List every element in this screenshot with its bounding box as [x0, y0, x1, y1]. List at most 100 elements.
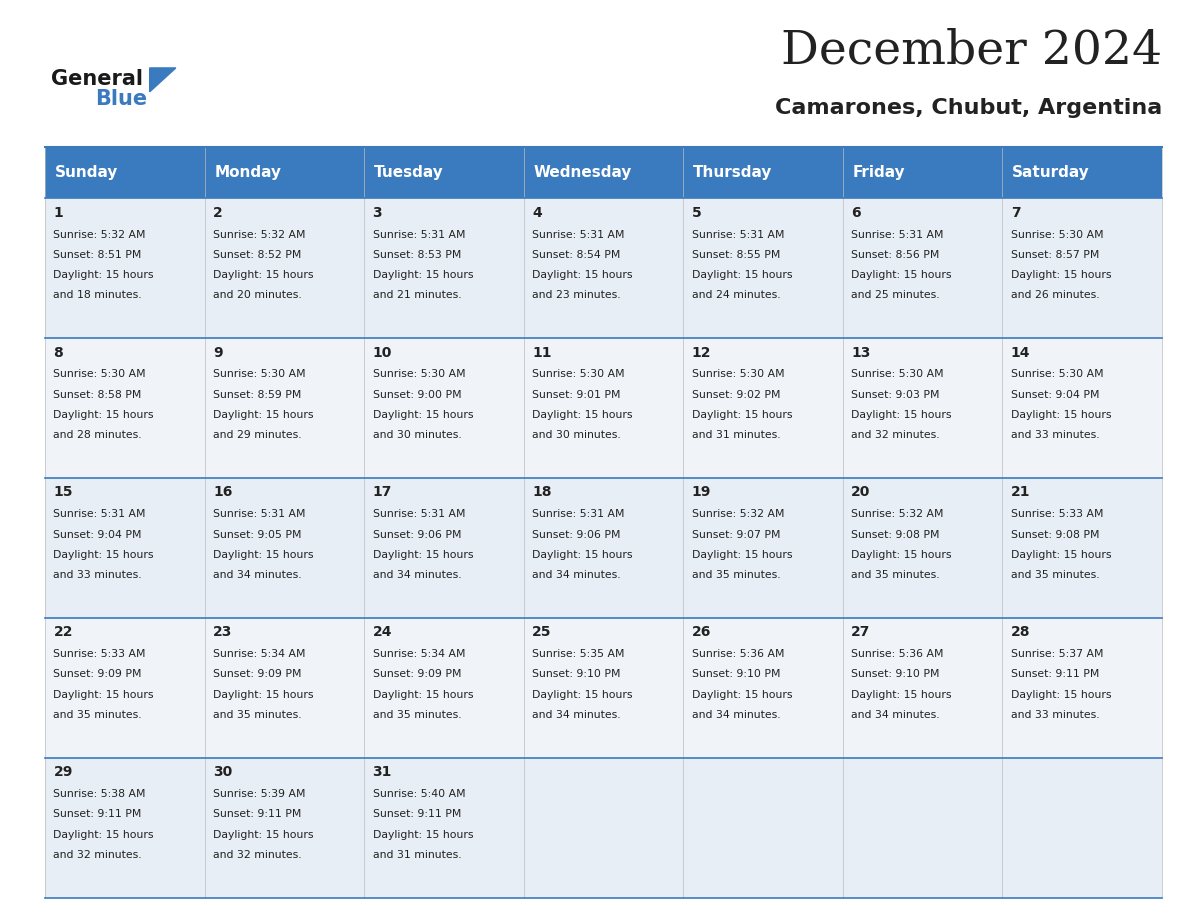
Text: Sunset: 9:09 PM: Sunset: 9:09 PM — [53, 669, 141, 679]
Text: 16: 16 — [213, 486, 233, 499]
Text: Daylight: 15 hours: Daylight: 15 hours — [373, 830, 473, 839]
Text: and 18 minutes.: and 18 minutes. — [53, 290, 143, 300]
Text: Sunrise: 5:31 AM: Sunrise: 5:31 AM — [53, 509, 146, 520]
Text: Sunrise: 5:39 AM: Sunrise: 5:39 AM — [213, 789, 305, 799]
Text: Sunrise: 5:32 AM: Sunrise: 5:32 AM — [213, 230, 305, 240]
Text: Sunday: Sunday — [55, 165, 118, 180]
Text: Sunset: 9:05 PM: Sunset: 9:05 PM — [213, 530, 302, 540]
Text: and 35 minutes.: and 35 minutes. — [53, 710, 143, 720]
Text: 3: 3 — [373, 206, 383, 219]
Bar — [45, 478, 1162, 618]
Text: Sunset: 8:53 PM: Sunset: 8:53 PM — [373, 250, 461, 260]
Text: 15: 15 — [53, 486, 72, 499]
Text: and 31 minutes.: and 31 minutes. — [373, 850, 461, 859]
Text: 17: 17 — [373, 486, 392, 499]
Text: Sunrise: 5:40 AM: Sunrise: 5:40 AM — [373, 789, 466, 799]
Text: Daylight: 15 hours: Daylight: 15 hours — [1011, 550, 1111, 560]
Text: Thursday: Thursday — [693, 165, 772, 180]
Text: 26: 26 — [691, 625, 710, 639]
Text: 11: 11 — [532, 345, 551, 360]
Text: 23: 23 — [213, 625, 233, 639]
Text: Sunrise: 5:31 AM: Sunrise: 5:31 AM — [373, 509, 465, 520]
Text: Saturday: Saturday — [1012, 165, 1089, 180]
Text: and 35 minutes.: and 35 minutes. — [851, 570, 940, 580]
Text: and 30 minutes.: and 30 minutes. — [373, 430, 461, 440]
Text: and 35 minutes.: and 35 minutes. — [213, 710, 302, 720]
Text: Daylight: 15 hours: Daylight: 15 hours — [53, 409, 154, 420]
Text: Sunset: 8:57 PM: Sunset: 8:57 PM — [1011, 250, 1099, 260]
Text: and 28 minutes.: and 28 minutes. — [53, 430, 143, 440]
Text: and 34 minutes.: and 34 minutes. — [532, 710, 620, 720]
Text: Daylight: 15 hours: Daylight: 15 hours — [1011, 689, 1111, 700]
Text: and 29 minutes.: and 29 minutes. — [213, 430, 302, 440]
Text: and 35 minutes.: and 35 minutes. — [691, 570, 781, 580]
Text: Sunrise: 5:30 AM: Sunrise: 5:30 AM — [373, 369, 466, 379]
Text: Sunset: 9:01 PM: Sunset: 9:01 PM — [532, 389, 620, 399]
Text: Daylight: 15 hours: Daylight: 15 hours — [532, 270, 632, 280]
Text: Daylight: 15 hours: Daylight: 15 hours — [1011, 409, 1111, 420]
Text: 10: 10 — [373, 345, 392, 360]
Text: and 32 minutes.: and 32 minutes. — [53, 850, 143, 859]
Text: General: General — [51, 69, 143, 89]
Text: Sunset: 9:04 PM: Sunset: 9:04 PM — [1011, 389, 1099, 399]
Text: Camarones, Chubut, Argentina: Camarones, Chubut, Argentina — [775, 98, 1162, 118]
Text: Sunset: 9:00 PM: Sunset: 9:00 PM — [373, 389, 461, 399]
Text: 6: 6 — [851, 206, 861, 219]
Text: Daylight: 15 hours: Daylight: 15 hours — [691, 689, 792, 700]
Bar — [45, 147, 1162, 198]
Bar — [45, 338, 1162, 478]
Text: and 33 minutes.: and 33 minutes. — [53, 570, 143, 580]
Text: Daylight: 15 hours: Daylight: 15 hours — [53, 689, 154, 700]
Text: Daylight: 15 hours: Daylight: 15 hours — [213, 270, 314, 280]
Text: Sunrise: 5:31 AM: Sunrise: 5:31 AM — [691, 230, 784, 240]
Text: 14: 14 — [1011, 345, 1030, 360]
Text: and 24 minutes.: and 24 minutes. — [691, 290, 781, 300]
Text: 1: 1 — [53, 206, 63, 219]
Text: Sunrise: 5:32 AM: Sunrise: 5:32 AM — [53, 230, 146, 240]
Text: Daylight: 15 hours: Daylight: 15 hours — [213, 689, 314, 700]
Text: Sunset: 9:02 PM: Sunset: 9:02 PM — [691, 389, 781, 399]
Text: Sunrise: 5:30 AM: Sunrise: 5:30 AM — [1011, 369, 1104, 379]
Text: Daylight: 15 hours: Daylight: 15 hours — [851, 550, 952, 560]
Text: Sunrise: 5:30 AM: Sunrise: 5:30 AM — [1011, 230, 1104, 240]
Text: Tuesday: Tuesday — [374, 165, 443, 180]
Text: Daylight: 15 hours: Daylight: 15 hours — [851, 409, 952, 420]
Text: Sunset: 9:09 PM: Sunset: 9:09 PM — [373, 669, 461, 679]
Text: Sunset: 9:11 PM: Sunset: 9:11 PM — [213, 810, 302, 819]
Text: Sunrise: 5:35 AM: Sunrise: 5:35 AM — [532, 649, 625, 659]
Text: Daylight: 15 hours: Daylight: 15 hours — [691, 270, 792, 280]
Text: Sunrise: 5:30 AM: Sunrise: 5:30 AM — [691, 369, 784, 379]
Text: Daylight: 15 hours: Daylight: 15 hours — [53, 550, 154, 560]
Text: and 25 minutes.: and 25 minutes. — [851, 290, 940, 300]
Text: 2: 2 — [213, 206, 222, 219]
Text: Sunset: 9:10 PM: Sunset: 9:10 PM — [532, 669, 620, 679]
Text: and 35 minutes.: and 35 minutes. — [1011, 570, 1099, 580]
Text: Sunset: 8:51 PM: Sunset: 8:51 PM — [53, 250, 141, 260]
Text: Sunset: 9:03 PM: Sunset: 9:03 PM — [851, 389, 940, 399]
Text: Sunrise: 5:30 AM: Sunrise: 5:30 AM — [851, 369, 943, 379]
Text: Friday: Friday — [852, 165, 905, 180]
Text: Daylight: 15 hours: Daylight: 15 hours — [373, 550, 473, 560]
Text: 13: 13 — [851, 345, 871, 360]
Text: 7: 7 — [1011, 206, 1020, 219]
Text: Daylight: 15 hours: Daylight: 15 hours — [1011, 270, 1111, 280]
Text: Sunset: 8:55 PM: Sunset: 8:55 PM — [691, 250, 781, 260]
Text: Sunrise: 5:34 AM: Sunrise: 5:34 AM — [373, 649, 465, 659]
Text: Sunset: 9:07 PM: Sunset: 9:07 PM — [691, 530, 781, 540]
Text: Sunset: 9:10 PM: Sunset: 9:10 PM — [691, 669, 781, 679]
Text: Sunrise: 5:31 AM: Sunrise: 5:31 AM — [373, 230, 465, 240]
Text: Sunset: 8:58 PM: Sunset: 8:58 PM — [53, 389, 141, 399]
Polygon shape — [150, 68, 176, 92]
Text: and 30 minutes.: and 30 minutes. — [532, 430, 621, 440]
Text: 27: 27 — [851, 625, 871, 639]
Text: December 2024: December 2024 — [781, 28, 1162, 73]
Text: Daylight: 15 hours: Daylight: 15 hours — [691, 409, 792, 420]
Text: Blue: Blue — [95, 89, 147, 109]
Text: Daylight: 15 hours: Daylight: 15 hours — [373, 689, 473, 700]
Text: Sunset: 9:06 PM: Sunset: 9:06 PM — [373, 530, 461, 540]
Text: Sunrise: 5:30 AM: Sunrise: 5:30 AM — [532, 369, 625, 379]
Text: 20: 20 — [851, 486, 871, 499]
Text: and 21 minutes.: and 21 minutes. — [373, 290, 461, 300]
Text: Sunrise: 5:31 AM: Sunrise: 5:31 AM — [851, 230, 943, 240]
Text: 29: 29 — [53, 766, 72, 779]
